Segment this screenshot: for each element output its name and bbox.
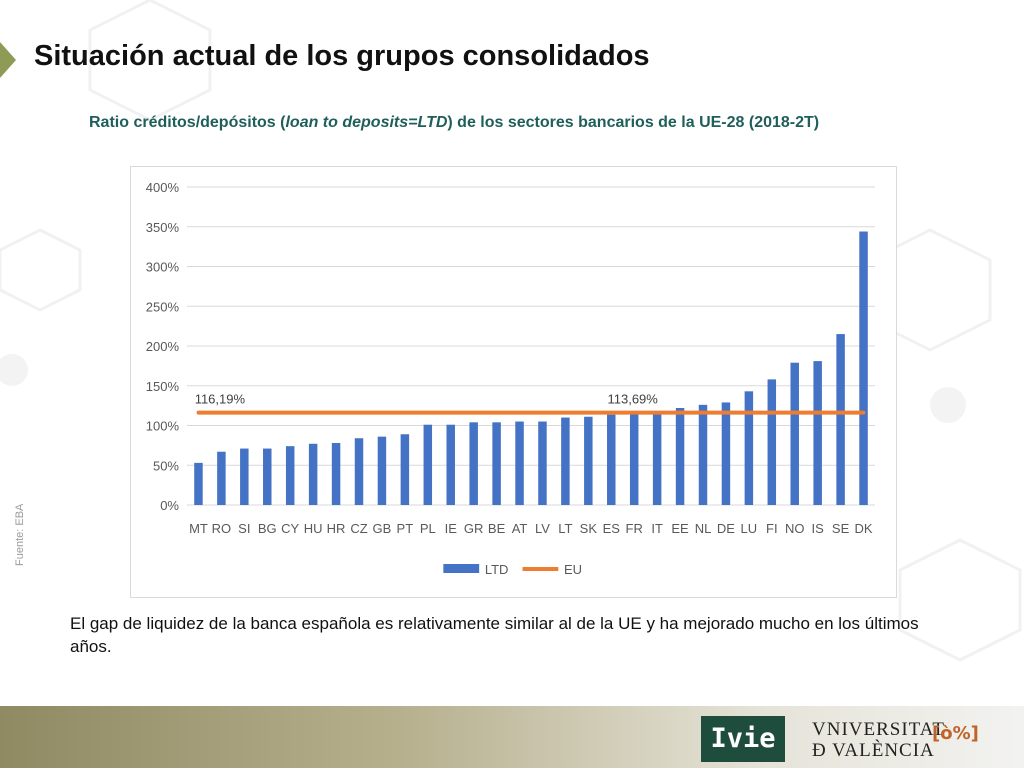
x-tick-label: ES [603, 521, 621, 536]
legend-label-eu: EU [564, 562, 582, 577]
chart-heading-part-b: ) de los sectores bancarios de la UE-28 … [447, 114, 820, 131]
bar-dk [859, 231, 868, 505]
university-logo-line1: VNIVERSITAT [812, 719, 945, 740]
bar-no [790, 362, 799, 505]
x-tick-label: GB [373, 521, 392, 536]
y-tick-label: 350% [146, 220, 180, 235]
bar-mt [194, 462, 203, 505]
bar-nl [698, 404, 708, 505]
ltd-chart: 0% 50% 100% 150% 200% 250% 300% 350% 400% MT RO SI B… [146, 180, 876, 577]
bar-cz [354, 438, 364, 505]
y-tick-label: 250% [146, 299, 180, 314]
bar-bg [263, 448, 272, 505]
bar-de [721, 402, 731, 505]
data-label: 113,69% [607, 392, 658, 407]
bar-at [515, 421, 524, 505]
x-tick-label: BG [258, 521, 277, 536]
x-tick-label: FR [626, 521, 643, 536]
legend-label-ltd: LTD [485, 562, 509, 577]
x-tick-label: NO [785, 521, 805, 536]
bar-lt [561, 417, 570, 505]
y-tick-label: 0% [160, 498, 179, 513]
legend-swatch-ltd [443, 564, 480, 573]
data-label: 116,19% [195, 392, 246, 407]
bar-ie [446, 424, 455, 505]
x-tick-label: NL [695, 521, 712, 536]
x-tick-label: IT [651, 521, 663, 536]
chart-plot-group: 0% 50% 100% 150% 200% 250% 300% 350% 400% MT RO SI B… [146, 180, 876, 577]
bar-hr [331, 442, 341, 505]
x-tick-label: DK [855, 521, 873, 536]
university-seal-icon: [ò%] [932, 723, 979, 744]
x-tick-label: PT [397, 521, 414, 536]
bar-fi [767, 379, 777, 505]
chart-area: 0% 50% 100% 150% 200% 250% 300% 350% 400% MT RO SI B… [130, 166, 897, 598]
x-tick-label: HR [327, 521, 346, 536]
x-tick-label: LT [558, 521, 572, 536]
bar-es [607, 414, 616, 505]
bar-gb [377, 436, 387, 505]
x-tick-label: PL [420, 521, 436, 536]
bar-is [813, 361, 822, 505]
x-tick-label: SK [580, 521, 598, 536]
x-tick-label: IS [812, 521, 825, 536]
x-tick-label: IE [445, 521, 458, 536]
bar-cy [285, 446, 295, 505]
x-tick-label: CY [281, 521, 299, 536]
chart-heading: Ratio créditos/depósitos (loan to deposi… [89, 112, 889, 134]
x-tick-label: EE [671, 521, 689, 536]
bar-fr [629, 412, 639, 505]
x-tick-label: GR [464, 521, 484, 536]
ivie-logo: Ivie [701, 716, 785, 762]
university-logo: VNIVERSITAT Ð VALÈNCIA [ò%] [812, 719, 1002, 761]
x-tick-label: BE [488, 521, 506, 536]
x-tick-label: SI [238, 521, 250, 536]
x-tick-label: AT [512, 521, 528, 536]
bar-it [652, 412, 662, 505]
bar-ro [217, 451, 226, 505]
bar-be [492, 422, 501, 505]
bar-se [836, 334, 845, 505]
y-tick-label: 400% [146, 180, 180, 195]
bar-gr [469, 422, 478, 505]
x-tick-label: HU [304, 521, 323, 536]
y-tick-label: 200% [146, 339, 180, 354]
university-logo-line2: Ð VALÈNCIA [812, 740, 935, 761]
footer-bar [0, 706, 1024, 768]
source-note: Fuente: EBA [14, 503, 26, 566]
bar-ee [675, 408, 685, 505]
bar-si [240, 448, 249, 505]
bar-lu [744, 391, 754, 505]
x-tick-label: LU [741, 521, 758, 536]
y-tick-label: 150% [146, 379, 180, 394]
x-tick-label: DE [717, 521, 735, 536]
x-tick-label: MT [189, 521, 208, 536]
bar-lv [538, 421, 547, 505]
x-tick-label: RO [212, 521, 232, 536]
x-tick-label: SE [832, 521, 850, 536]
chart-heading-part-a: Ratio créditos/depósitos ( [89, 114, 286, 131]
slide-marker [0, 42, 16, 78]
bar-sk [584, 416, 593, 505]
bar-pt [400, 434, 410, 505]
x-tick-label: LV [535, 521, 550, 536]
x-tick-label: CZ [350, 521, 367, 536]
x-tick-label: FI [766, 521, 778, 536]
caption: El gap de liquidez de la banca española … [70, 614, 919, 656]
slide-title: Situación actual de los grupos consolida… [34, 40, 650, 72]
bar-pl [423, 424, 433, 505]
y-tick-label: 50% [153, 458, 179, 473]
bar-hu [308, 443, 318, 505]
chart-heading-italic: loan to deposits=LTD [285, 114, 448, 131]
y-tick-label: 300% [146, 260, 180, 275]
y-tick-label: 100% [146, 419, 180, 434]
